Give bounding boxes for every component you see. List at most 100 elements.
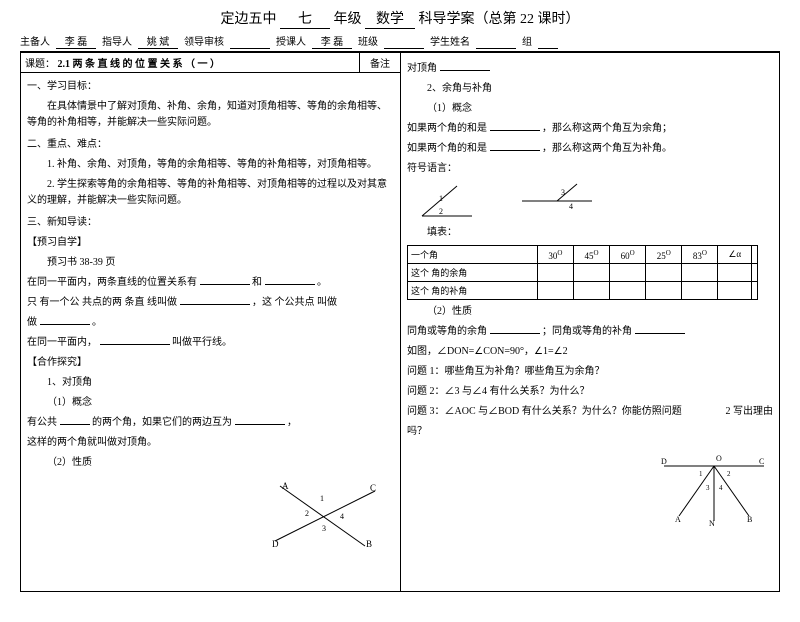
l1a: 在同一平面内，两条直线的位置关系有 bbox=[27, 277, 197, 288]
svg-text:D: D bbox=[661, 457, 667, 466]
svg-text:A: A bbox=[282, 481, 289, 491]
info-row: 主备人 李 磊 指导人 姚 斌 领导审核 授课人 李 磊 班级 学生姓名 组 bbox=[20, 33, 780, 52]
concept-fill: 有公共 的两个角，如果它们的两边互为 ， bbox=[27, 415, 394, 431]
th5: 83O bbox=[682, 246, 718, 264]
svg-text:2: 2 bbox=[727, 470, 731, 478]
blank-r4 bbox=[490, 324, 540, 334]
q3a: 问题 3：∠AOC 与∠BOD 有什么关系？为什么？你能仿照问题 bbox=[407, 406, 682, 417]
class-label: 班级 bbox=[358, 33, 378, 49]
teach-value: 李 磊 bbox=[312, 33, 352, 49]
note-label: 备注 bbox=[360, 53, 400, 72]
r3b: ，那么称这两个角互为余角； bbox=[542, 123, 672, 134]
blank-3 bbox=[180, 295, 250, 305]
l2c: 。 bbox=[92, 317, 102, 328]
svg-text:1: 1 bbox=[439, 194, 443, 203]
svg-text:4: 4 bbox=[569, 202, 573, 211]
l1c: 。 bbox=[317, 277, 327, 288]
blank-5 bbox=[100, 335, 170, 345]
th1: 30O bbox=[537, 246, 573, 264]
th7 bbox=[751, 246, 757, 264]
r4: 如果两个角的和是 ，那么称这两个角互为补角。 bbox=[407, 141, 773, 157]
sym-lang: 符号语言： bbox=[407, 161, 773, 177]
school-name: 定边五中 bbox=[221, 12, 277, 27]
th4: 25O bbox=[646, 246, 682, 264]
table-row: 这个 角的补角 bbox=[408, 282, 758, 300]
svg-text:1: 1 bbox=[320, 494, 324, 503]
blank-6 bbox=[60, 415, 90, 425]
svg-text:1: 1 bbox=[699, 470, 703, 478]
svg-text:4: 4 bbox=[340, 512, 344, 521]
angle-diagrams-row: 1 2 3 4 bbox=[417, 181, 773, 221]
concept-label: （1）概念 bbox=[27, 395, 394, 411]
coop-label: 【合作探究】 bbox=[27, 355, 394, 371]
blank-2 bbox=[265, 275, 315, 285]
section-2-p1: 1. 补角、余角、对顶角，等角的余角相等、等角的补角相等，对顶角相等。 bbox=[27, 157, 394, 173]
left-column: 课题： 2.1 两 条 直 线 的 位 置 关 系 （ 一 ） 备注 一、学习目… bbox=[20, 52, 400, 592]
row1-label: 这个 角的余角 bbox=[408, 264, 538, 282]
svg-text:3: 3 bbox=[561, 188, 565, 197]
page-title: 定边五中 七 年级 数学 科导学案（总第 22 课时） bbox=[20, 8, 780, 29]
svg-text:O: O bbox=[716, 454, 722, 463]
section-3-title: 三、新知导读： bbox=[27, 215, 394, 231]
r1: 对顶角 bbox=[407, 61, 773, 77]
lesson-number: 22 bbox=[520, 12, 534, 27]
grade-blank: 七 bbox=[280, 8, 330, 29]
name-value bbox=[476, 33, 516, 49]
svg-text:B: B bbox=[747, 515, 752, 524]
lesson-label: 课题： bbox=[25, 59, 55, 70]
intersecting-lines-diagram: A C D B 1 2 4 3 bbox=[270, 481, 380, 551]
blank-r2 bbox=[490, 121, 540, 131]
content-columns: 课题： 2.1 两 条 直 线 的 位 置 关 系 （ 一 ） 备注 一、学习目… bbox=[20, 52, 780, 592]
prop-line: 同角或等角的余角 ；同角或等角的补角 bbox=[407, 324, 773, 340]
q2: 问题 2：∠3 与∠4 有什么关系？为什么？ bbox=[407, 384, 773, 400]
q3b: 2 写出理由 bbox=[726, 404, 774, 420]
class-value bbox=[384, 33, 424, 49]
plan-label: 科导学案（总第 bbox=[419, 12, 517, 27]
preview-label: 【预习自学】 bbox=[27, 235, 394, 251]
guide-label: 指导人 bbox=[102, 33, 132, 49]
angle-table: 一个角 30O 45O 60O 25O 83O ∠α 这个 角的余角 这个 角的… bbox=[407, 245, 758, 300]
blank-7 bbox=[235, 415, 285, 425]
row2-label: 这个 角的补角 bbox=[408, 282, 538, 300]
teach-label: 授课人 bbox=[276, 33, 306, 49]
lesson-title: 2.1 两 条 直 线 的 位 置 关 系 （ 一 ） bbox=[58, 59, 221, 70]
item-1: 1、对顶角 bbox=[27, 375, 394, 391]
svg-text:A: A bbox=[675, 515, 681, 524]
q1: 问题 1：哪些角互为补角？哪些角互为余角？ bbox=[407, 364, 773, 380]
q3: 问题 3：∠AOC 与∠BOD 有什么关系？为什么？你能仿照问题 2 写出理由 bbox=[407, 404, 773, 420]
svg-text:N: N bbox=[709, 519, 715, 528]
svg-text:C: C bbox=[370, 483, 376, 493]
blank-4 bbox=[40, 315, 90, 325]
prep-label: 主备人 bbox=[20, 33, 50, 49]
svg-text:2: 2 bbox=[439, 207, 443, 216]
cb: 的两个角，如果它们的两边互为 bbox=[92, 417, 232, 428]
blank-r5 bbox=[635, 324, 685, 334]
table-head-row: 一个角 30O 45O 60O 25O 83O ∠α bbox=[408, 246, 758, 264]
svg-text:D: D bbox=[272, 539, 279, 549]
group-value bbox=[538, 33, 558, 49]
r4a: 如果两个角的和是 bbox=[407, 143, 487, 154]
svg-text:2: 2 bbox=[305, 509, 309, 518]
review-value bbox=[230, 33, 270, 49]
name-label: 学生姓名 bbox=[430, 33, 470, 49]
l3b: 叫做平行线。 bbox=[172, 337, 232, 348]
guide-value: 姚 斌 bbox=[138, 33, 178, 49]
r-concept: （1）概念 bbox=[407, 101, 773, 117]
l1b: 和 bbox=[252, 277, 262, 288]
th2: 45O bbox=[573, 246, 609, 264]
svg-text:3: 3 bbox=[706, 484, 710, 492]
table-row: 这个 角的余角 bbox=[408, 264, 758, 282]
fill-table-label: 填表： bbox=[407, 225, 773, 241]
r4b: ，那么称这两个角互为补角。 bbox=[542, 143, 672, 154]
property-label: （2）性质 bbox=[27, 455, 394, 471]
left-subheader: 课题： 2.1 两 条 直 线 的 位 置 关 系 （ 一 ） 备注 bbox=[21, 53, 400, 73]
subject-blank: 数学 bbox=[365, 8, 415, 29]
l3a: 在同一平面内， bbox=[27, 337, 97, 348]
pla: 同角或等角的余角 bbox=[407, 326, 487, 337]
don-con-diagram: D C O A B N 1 2 3 4 bbox=[659, 446, 769, 531]
section-2-title: 二、重点、难点： bbox=[27, 137, 394, 153]
section-2-p2: 2. 学生探索等角的余角相等、等角的补角相等、对顶角相等的过程以及对其意义的理解… bbox=[27, 177, 394, 209]
cc: ， bbox=[287, 417, 297, 428]
r2: 2、余角与补角 bbox=[407, 81, 773, 97]
blank-1 bbox=[200, 275, 250, 285]
